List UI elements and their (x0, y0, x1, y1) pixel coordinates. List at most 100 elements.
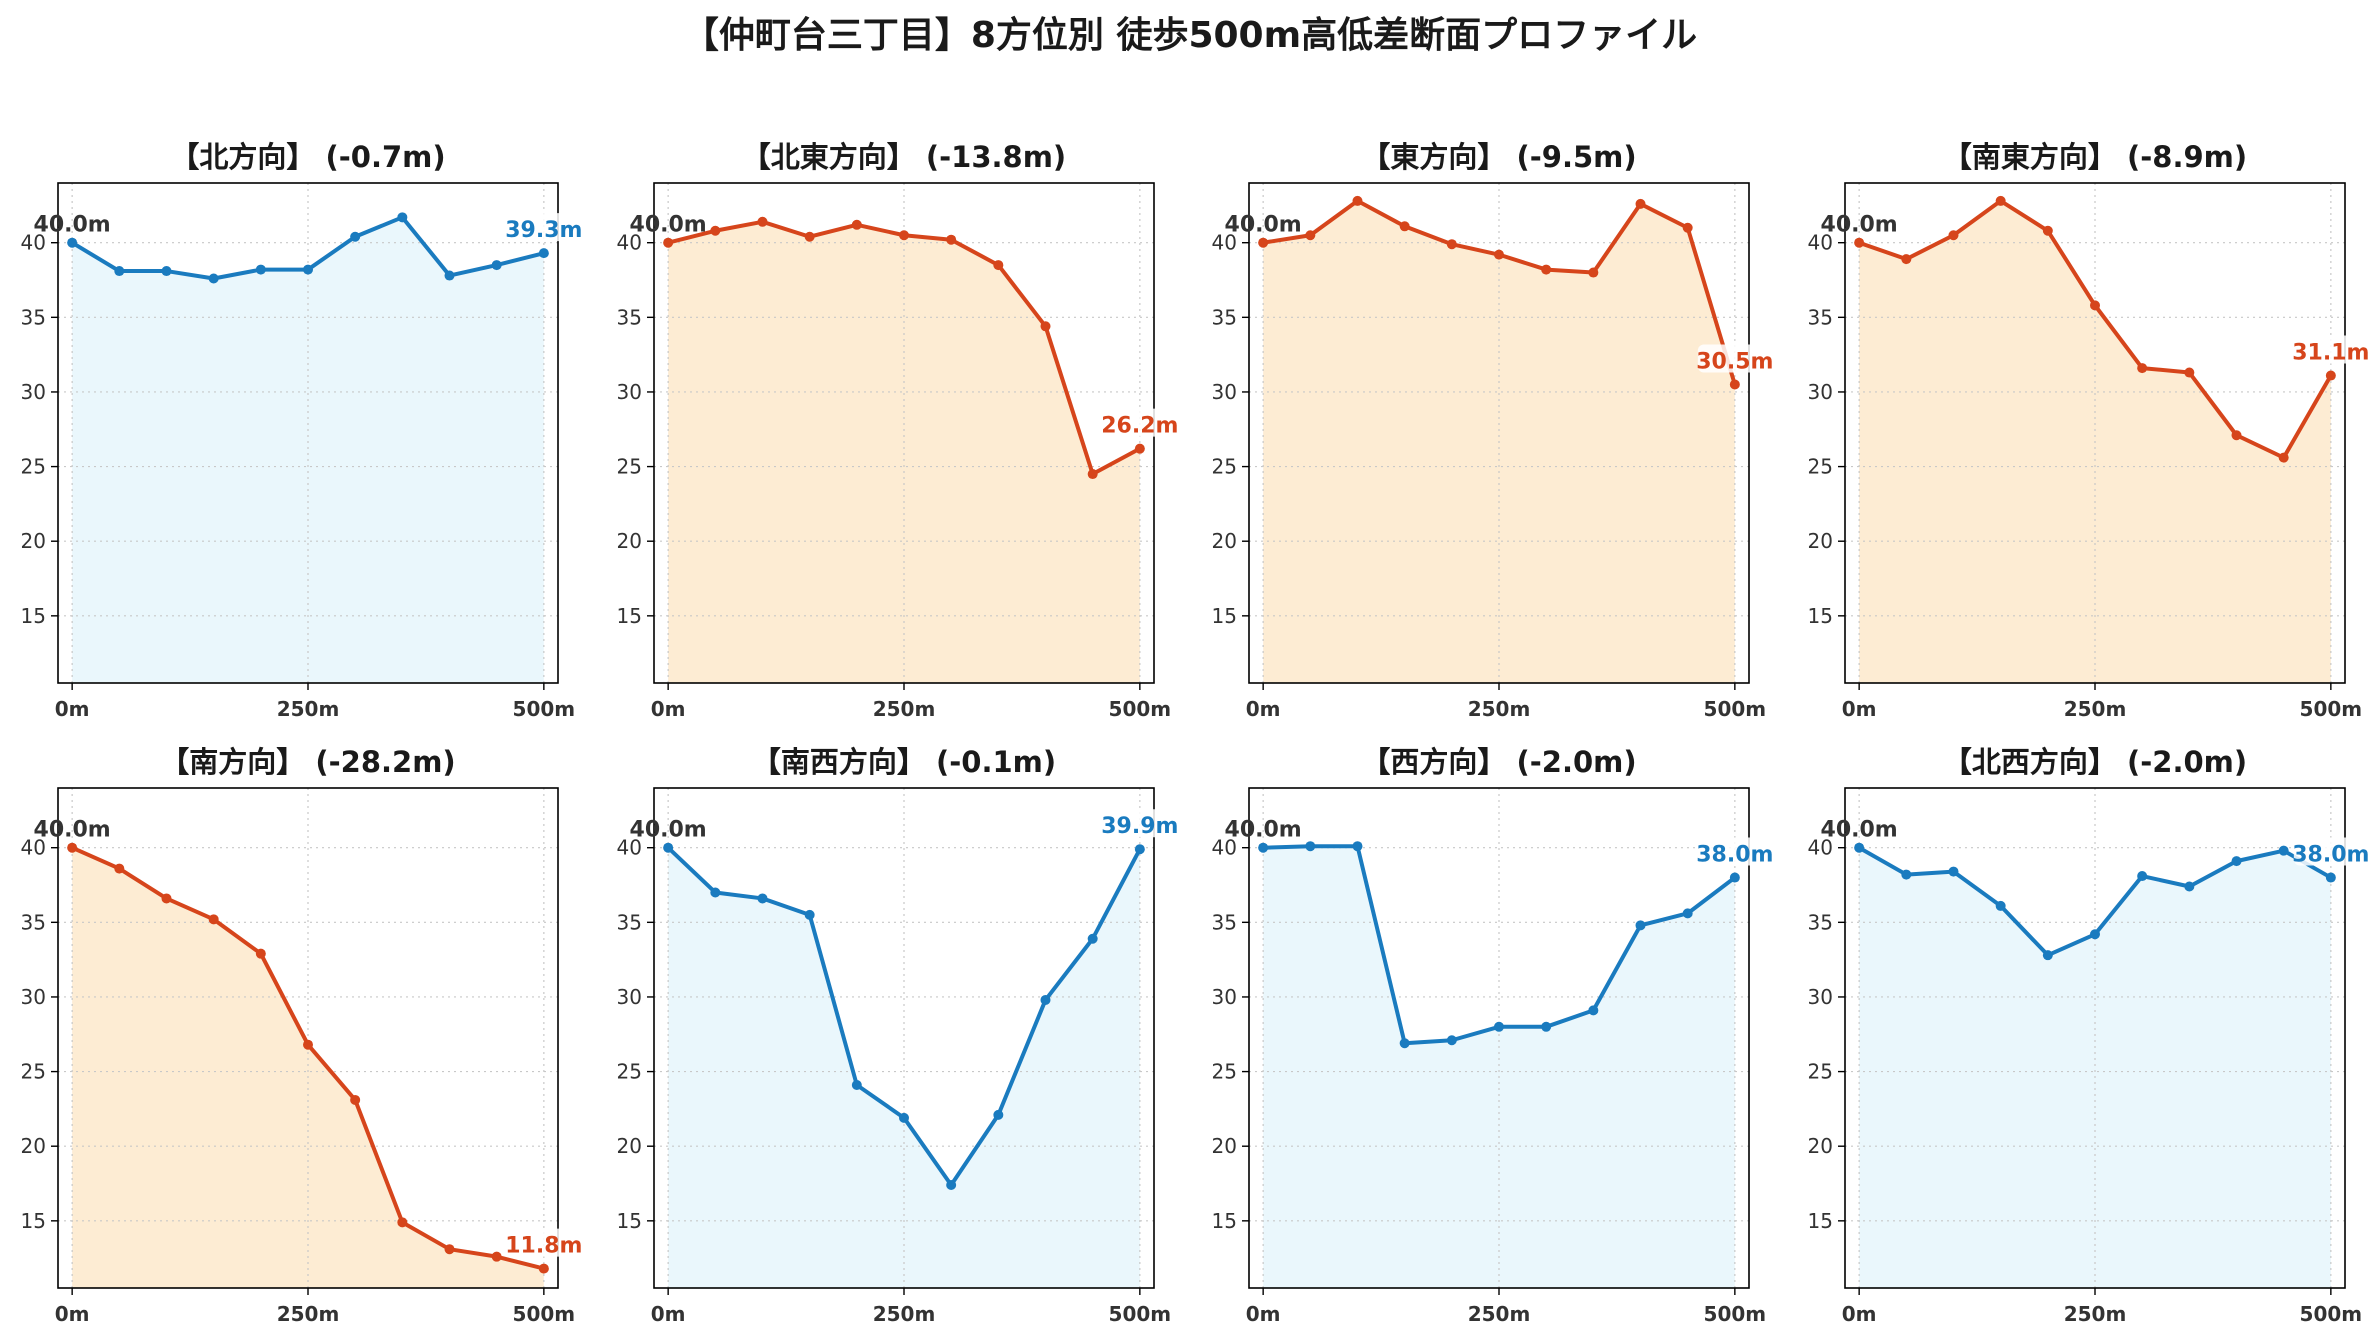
elevation-point (2137, 871, 2148, 882)
elevation-point (1901, 254, 1912, 265)
x-tick-label: 0m (55, 697, 90, 721)
y-tick-label: 40 (1212, 836, 1237, 860)
end-elevation-label: 38.0m (2292, 843, 2369, 868)
y-tick-label: 35 (1808, 305, 1833, 329)
x-tick-label: 500m (1704, 1302, 1767, 1326)
start-elevation-label: 40.0m (630, 818, 707, 843)
y-tick-label: 15 (1212, 604, 1237, 628)
end-label-backdrop (1102, 408, 1177, 437)
elevation-point (491, 260, 502, 271)
profile-panel: 【北東方向】 (-13.8m) 15 20 25 30 35 40 0m 250m 500m 40.… (617, 140, 1179, 721)
start-elevation-label: 40.0m (1821, 818, 1898, 843)
x-tick-label: 250m (1468, 1302, 1531, 1326)
profile-panel: 【南東方向】 (-8.9m) 15 20 25 30 35 40 0m 250m 500m 40.0… (1808, 140, 2370, 721)
elevation-point (1682, 222, 1693, 233)
y-tick-label: 30 (1212, 380, 1237, 404)
elevation-point (1729, 872, 1740, 883)
elevation-point (350, 1094, 361, 1105)
panel-title: 【南西方向】 (-0.1m) (752, 745, 1056, 779)
elevation-point (1258, 237, 1269, 248)
end-elevation-label: 39.9m (1101, 814, 1178, 839)
figure-title: 【仲町台三丁目】8方位別 徒歩500m高低差断面プロファイル (682, 15, 1698, 56)
y-tick-label: 20 (617, 1134, 642, 1158)
end-label-backdrop (1697, 837, 1772, 866)
x-tick-label: 250m (277, 1302, 340, 1326)
elevation-area (1859, 847, 2331, 1288)
elevation-point (1087, 469, 1098, 480)
elevation-point (710, 887, 721, 898)
profile-panel: 【東方向】 (-9.5m) 15 20 25 30 35 40 0m 250m 500m 40.0m… (1212, 140, 1774, 721)
panel-title: 【北東方向】 (-13.8m) (742, 140, 1066, 174)
elevation-point (899, 1112, 909, 1123)
elevation-point (1399, 221, 1410, 232)
elevation-point (993, 1109, 1004, 1120)
elevation-point (67, 842, 78, 853)
elevation-point (114, 266, 125, 277)
elevation-point (1901, 869, 1912, 880)
elevation-point (1854, 237, 1865, 248)
elevation-point (1682, 908, 1693, 919)
start-elevation-label: 40.0m (630, 213, 707, 238)
y-tick-label: 35 (21, 305, 46, 329)
y-tick-label: 35 (617, 910, 642, 934)
x-tick-label: 500m (513, 697, 576, 721)
elevation-point (1399, 1038, 1410, 1049)
elevation-point (114, 863, 125, 874)
elevation-point (2090, 300, 2100, 311)
elevation-point (757, 216, 768, 227)
y-tick-label: 40 (617, 836, 642, 860)
y-tick-label: 15 (21, 604, 46, 628)
elevation-point (303, 264, 313, 275)
elevation-point (1948, 866, 1959, 877)
x-tick-label: 250m (873, 697, 936, 721)
start-elevation-label: 40.0m (1225, 213, 1302, 238)
elevation-point (161, 893, 172, 904)
y-tick-label: 30 (21, 985, 46, 1009)
elevation-point (1494, 249, 1504, 260)
end-label-backdrop (506, 213, 581, 242)
elevation-point (2325, 872, 2336, 883)
elevation-point (1087, 933, 1098, 944)
elevation-point (2278, 452, 2289, 463)
y-tick-label: 40 (1212, 231, 1237, 255)
elevation-point (1258, 842, 1269, 853)
profile-panel: 【南西方向】 (-0.1m) 15 20 25 30 35 40 0m 250m 500m 40.0… (617, 745, 1179, 1326)
elevation-point (2042, 225, 2053, 236)
end-elevation-label: 26.2m (1101, 414, 1178, 439)
elevation-point (1134, 844, 1145, 855)
elevation-point (538, 1263, 549, 1274)
elevation-point (67, 237, 78, 248)
elevation-point (757, 893, 768, 904)
panel-title: 【東方向】 (-9.5m) (1361, 140, 1636, 174)
elevation-point (1446, 1035, 1457, 1046)
elevation-point (2278, 845, 2289, 856)
y-tick-label: 15 (1212, 1209, 1237, 1233)
elevation-point (2231, 430, 2242, 441)
profile-panel: 【北西方向】 (-2.0m) 15 20 25 30 35 40 0m 250m 500m 40.0… (1808, 745, 2370, 1326)
y-tick-label: 35 (1212, 305, 1237, 329)
elevation-point (1635, 920, 1646, 931)
elevation-point (1040, 321, 1051, 332)
elevation-point (1446, 239, 1457, 250)
elevation-point (255, 264, 266, 275)
y-tick-label: 35 (617, 305, 642, 329)
x-tick-label: 250m (2064, 697, 2127, 721)
x-tick-label: 250m (1468, 697, 1531, 721)
end-label-backdrop (2293, 335, 2368, 364)
elevation-point (946, 1180, 957, 1191)
y-tick-label: 35 (21, 910, 46, 934)
y-tick-label: 15 (1808, 1209, 1833, 1233)
y-tick-label: 40 (617, 231, 642, 255)
panel-title: 【南東方向】 (-8.9m) (1943, 140, 2247, 174)
elevation-point (208, 914, 219, 925)
elevation-point (1588, 1005, 1599, 1016)
y-tick-label: 20 (21, 529, 46, 553)
y-tick-label: 15 (21, 1209, 46, 1233)
y-tick-label: 15 (617, 604, 642, 628)
elevation-point (444, 270, 455, 281)
y-tick-label: 20 (617, 529, 642, 553)
x-tick-label: 0m (651, 1302, 686, 1326)
start-elevation-label: 40.0m (34, 818, 111, 843)
start-elevation-label: 40.0m (1821, 213, 1898, 238)
end-elevation-label: 38.0m (1696, 843, 1773, 868)
